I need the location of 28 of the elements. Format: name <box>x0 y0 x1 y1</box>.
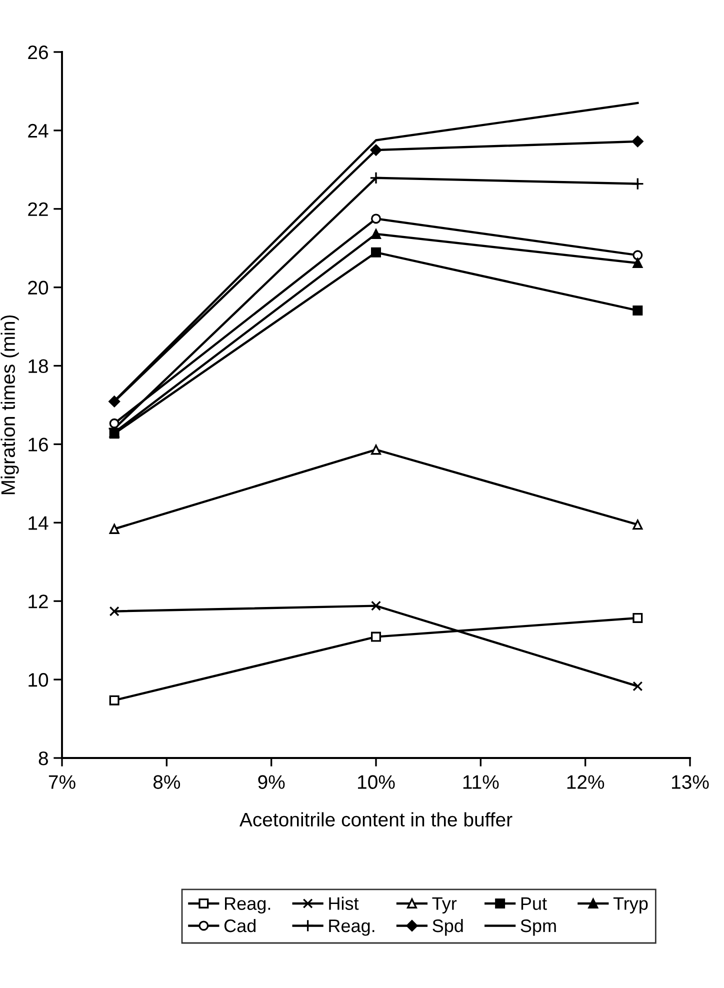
y-tick-label: 14 <box>28 516 48 530</box>
x-tick-label: 13% <box>672 775 709 789</box>
legend-label: Spm <box>520 919 556 936</box>
legend-label: Tyr <box>432 897 457 914</box>
y-tick-label: 16 <box>28 438 48 452</box>
legend-label: Hist <box>329 896 359 910</box>
legend-label: Reag. <box>329 920 374 936</box>
x-tick-label: 8% <box>153 775 180 789</box>
y-tick-label: 8 <box>38 751 48 766</box>
x-tick-label: 12% <box>567 775 604 789</box>
y-tick-label: 24 <box>28 124 48 138</box>
y-tick-label: 26 <box>28 45 48 60</box>
y-axis-title: Migration times (min) <box>0 315 19 494</box>
y-tick-label: 20 <box>28 280 48 295</box>
x-axis-title: Acetonitrile content in the buffer <box>239 812 512 827</box>
x-tick-label: 10% <box>358 775 395 789</box>
legend-label: Put <box>521 897 547 910</box>
x-tick-label: 9% <box>258 775 285 789</box>
legend-label: Cad <box>224 918 256 932</box>
y-tick-label: 18 <box>28 359 48 374</box>
legend-label: Reag. <box>225 897 270 914</box>
legend-label: Tryp <box>613 897 648 914</box>
x-tick-label: 7% <box>48 775 76 789</box>
x-tick-label: 11% <box>463 775 499 789</box>
legend-label: Spd <box>432 918 463 936</box>
y-tick-label: 22 <box>28 202 48 216</box>
y-tick-label: 12 <box>28 594 48 608</box>
y-tick-label: 10 <box>28 673 48 687</box>
